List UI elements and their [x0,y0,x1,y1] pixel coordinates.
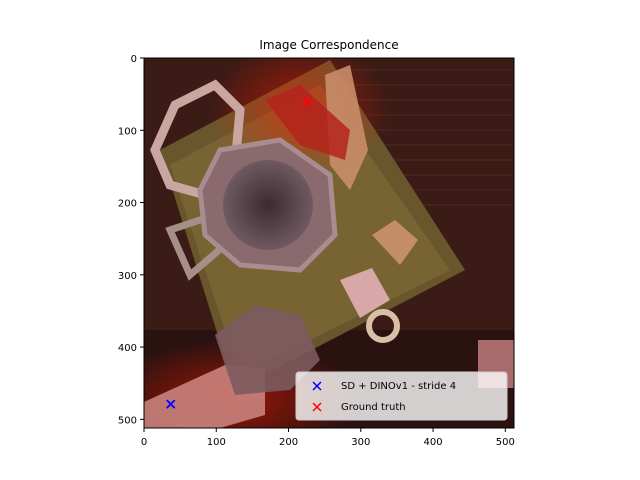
x-tick-label: 100 [207,437,226,448]
y-tick-label: 400 [118,343,137,354]
legend-label-sd-dino: SD + DINOv1 - stride 4 [341,381,456,392]
y-tick-label: 500 [118,415,137,426]
y-tick-label: 100 [118,126,137,137]
x-tick-label: 0 [141,437,147,448]
x-axis: 0 100 200 300 400 500 [141,428,515,448]
y-tick-label: 200 [118,199,137,210]
x-tick-label: 500 [496,437,515,448]
x-tick-label: 200 [279,437,298,448]
x-tick-label: 300 [351,437,370,448]
y-axis: 0 100 200 300 400 500 [118,54,144,426]
chart-title: Image Correspondence [259,38,398,52]
legend-marker-ground-truth [312,402,322,412]
legend-box [295,371,508,421]
marker-ground-truth-point [302,96,312,106]
legend: SD + DINOv1 - stride 4 Ground truth [295,371,508,421]
plot-frame [143,57,515,429]
x-tick-label: 400 [424,437,443,448]
y-tick-label: 300 [118,271,137,282]
legend-label-ground-truth: Ground truth [341,402,406,413]
y-tick-label: 0 [131,54,137,65]
legend-marker-sd-dino [312,381,322,391]
marker-sd-dino-point [166,399,176,409]
scatter-markers [166,96,312,409]
